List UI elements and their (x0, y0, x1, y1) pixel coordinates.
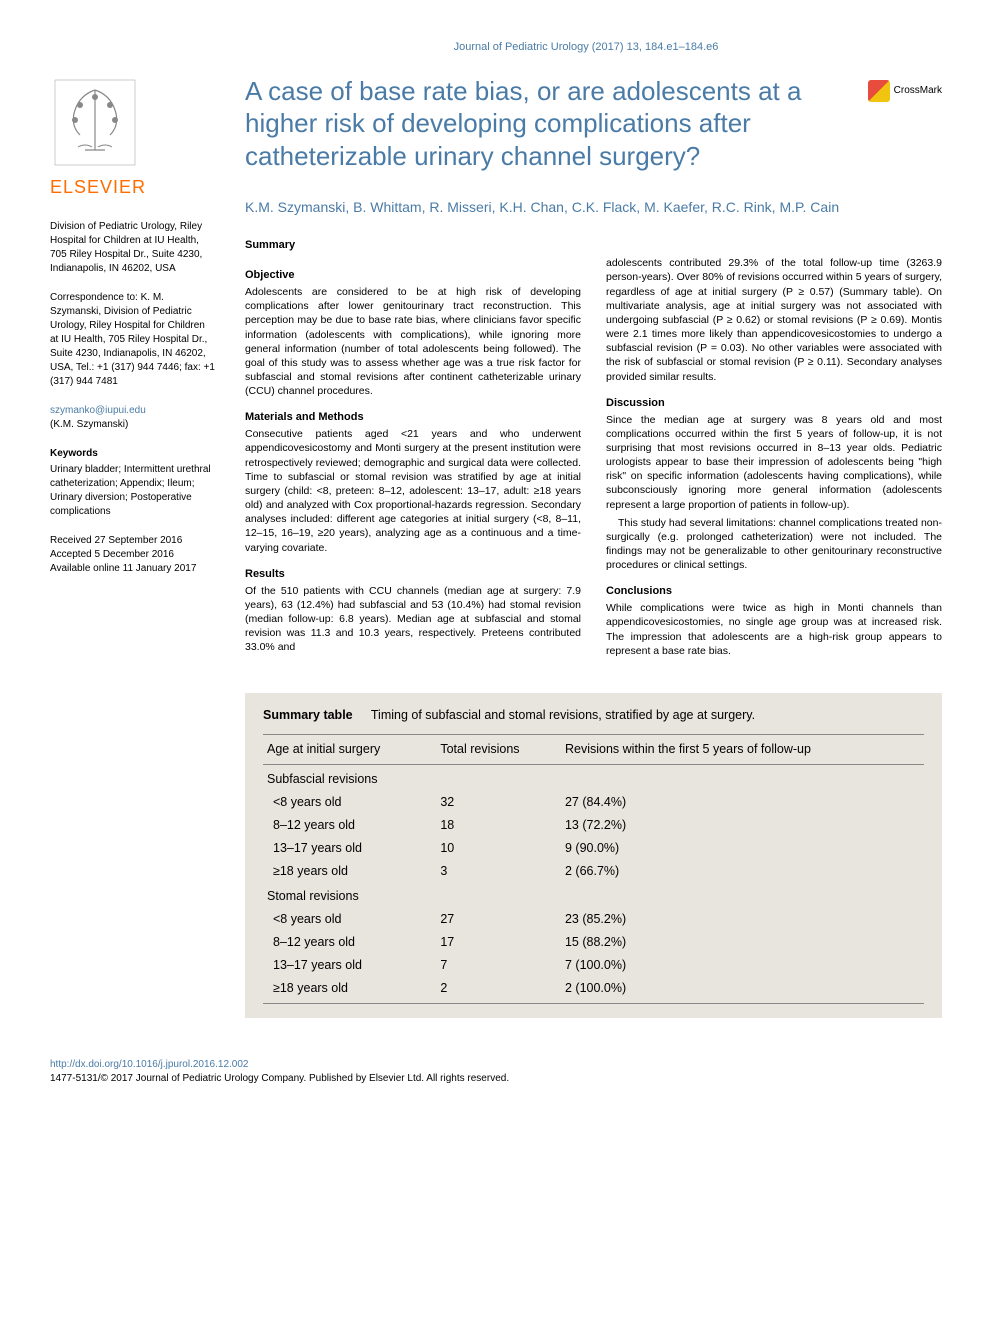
col-age: Age at initial surgery (263, 735, 436, 765)
doi-link[interactable]: http://dx.doi.org/10.1016/j.jpurol.2016.… (50, 1059, 248, 1070)
table-cell: 10 (436, 837, 561, 860)
discussion-text-1: Since the median age at surgery was 8 ye… (606, 413, 942, 512)
objective-heading: Objective (245, 268, 581, 283)
table-cell: 27 (84.4%) (561, 791, 924, 814)
table-cell: 23 (85.2%) (561, 908, 924, 931)
summary-table: Age at initial surgery Total revisions R… (263, 734, 924, 1004)
table-cell: 32 (436, 791, 561, 814)
table-cell: 2 (100.0%) (561, 977, 924, 1003)
conclusions-heading: Conclusions (606, 584, 942, 599)
table-cell: 7 (436, 954, 561, 977)
correspondence-block: Correspondence to: K. M. Szymanski, Divi… (50, 291, 215, 389)
main-content: A case of base rate bias, or are adolesc… (245, 75, 942, 1018)
results-text-1: Of the 510 patients with CCU channels (m… (245, 584, 581, 655)
results-text-2: adolescents contributed 29.3% of the tot… (606, 256, 942, 384)
table-cell: <8 years old (263, 791, 436, 814)
table-row: 13–17 years old109 (90.0%) (263, 837, 924, 860)
table-caption: Summary table Timing of subfascial and s… (263, 707, 924, 724)
table-cell: ≥18 years old (263, 977, 436, 1003)
crossmark-badge[interactable]: CrossMark (868, 80, 942, 102)
table-row: <8 years old3227 (84.4%) (263, 791, 924, 814)
methods-heading: Materials and Methods (245, 410, 581, 425)
table-cell: 2 (436, 977, 561, 1003)
keywords-text: Urinary bladder; Intermittent urethral c… (50, 463, 215, 519)
email-block: szymanko@iupui.edu (K.M. Szymanski) (50, 404, 215, 432)
table-cell: 2 (66.7%) (561, 860, 924, 883)
table-row: 8–12 years old1813 (72.2%) (263, 814, 924, 837)
table-cell: 7 (100.0%) (561, 954, 924, 977)
table-section-row: Stomal revisions (263, 882, 924, 908)
objective-text: Adolescents are considered to be at high… (245, 285, 581, 398)
table-row: <8 years old2723 (85.2%) (263, 908, 924, 931)
table-cell: ≥18 years old (263, 860, 436, 883)
methods-text: Consecutive patients aged <21 years and … (245, 427, 581, 555)
elsevier-tree-icon (50, 75, 140, 170)
table-section-row: Subfascial revisions (263, 765, 924, 791)
page-footer: http://dx.doi.org/10.1016/j.jpurol.2016.… (50, 1058, 942, 1086)
crossmark-icon (868, 80, 890, 102)
col-within5y: Revisions within the first 5 years of fo… (561, 735, 924, 765)
publisher-logo: ELSEVIER (50, 75, 215, 200)
table-label: Summary table (263, 708, 353, 722)
dates-block: Received 27 September 2016 Accepted 5 De… (50, 534, 215, 576)
table-cell: 18 (436, 814, 561, 837)
keywords-block: Keywords Urinary bladder; Intermittent u… (50, 447, 215, 519)
table-cell: 17 (436, 931, 561, 954)
summary-table-container: Summary table Timing of subfascial and s… (245, 693, 942, 1018)
table-cell: 9 (90.0%) (561, 837, 924, 860)
table-cell: <8 years old (263, 908, 436, 931)
table-cell: 13–17 years old (263, 954, 436, 977)
table-header-row: Age at initial surgery Total revisions R… (263, 735, 924, 765)
discussion-text-2: This study had several limitations: chan… (606, 516, 942, 573)
summary-heading: Summary (245, 238, 942, 253)
table-cell: 13 (72.2%) (561, 814, 924, 837)
abstract-columns: Objective Adolescents are considered to … (245, 256, 942, 658)
keywords-label: Keywords (50, 447, 215, 461)
table-cell: 8–12 years old (263, 931, 436, 954)
col-total: Total revisions (436, 735, 561, 765)
table-row: 8–12 years old1715 (88.2%) (263, 931, 924, 954)
table-cell: 13–17 years old (263, 837, 436, 860)
table-row: ≥18 years old32 (66.7%) (263, 860, 924, 883)
article-title: A case of base rate bias, or are adolesc… (245, 75, 853, 173)
table-row: ≥18 years old22 (100.0%) (263, 977, 924, 1003)
copyright-text: 1477-5131/© 2017 Journal of Pediatric Ur… (50, 1073, 509, 1084)
crossmark-label: CrossMark (894, 84, 942, 98)
table-cell: 3 (436, 860, 561, 883)
results-heading: Results (245, 567, 581, 582)
table-row: 13–17 years old77 (100.0%) (263, 954, 924, 977)
publisher-name: ELSEVIER (50, 175, 215, 200)
journal-citation: Journal of Pediatric Urology (2017) 13, … (230, 40, 942, 55)
sidebar: ELSEVIER Division of Pediatric Urology, … (50, 75, 215, 1018)
table-cell: 15 (88.2%) (561, 931, 924, 954)
table-caption-text: Timing of subfascial and stomal revision… (371, 708, 755, 722)
affiliation-block: Division of Pediatric Urology, Riley Hos… (50, 220, 215, 276)
conclusions-text: While complications were twice as high i… (606, 601, 942, 658)
table-section-label: Subfascial revisions (263, 765, 924, 791)
authors-list: K.M. Szymanski, B. Whittam, R. Misseri, … (245, 197, 942, 218)
email-link[interactable]: szymanko@iupui.edu (50, 405, 146, 416)
table-cell: 8–12 years old (263, 814, 436, 837)
correspondence-label: Correspondence to: (50, 292, 138, 303)
email-name: (K.M. Szymanski) (50, 419, 128, 430)
table-cell: 27 (436, 908, 561, 931)
correspondence-text: K. M. Szymanski, Division of Pediatric U… (50, 292, 215, 387)
discussion-heading: Discussion (606, 396, 942, 411)
table-section-label: Stomal revisions (263, 882, 924, 908)
